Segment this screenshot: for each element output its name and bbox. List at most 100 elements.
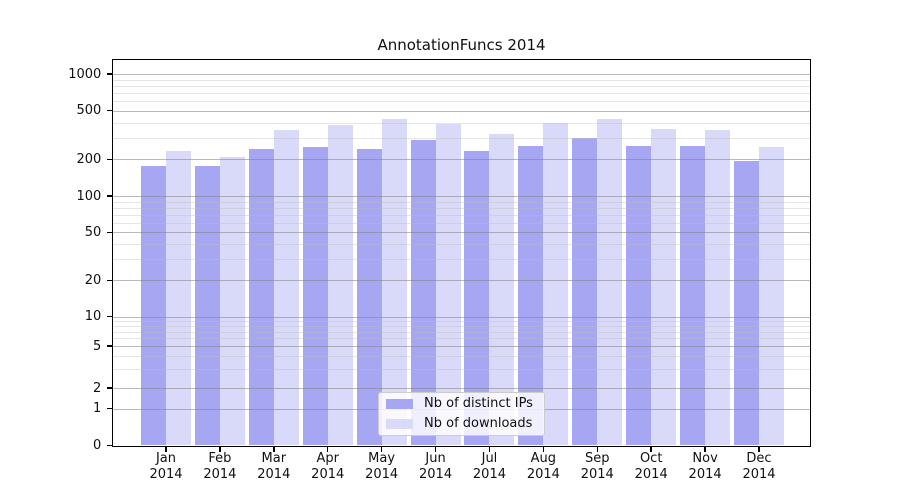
x-tick-label: Mar 2014 [257, 451, 291, 482]
x-tick-mark [219, 446, 221, 452]
y-tick-label: 20 [84, 272, 102, 288]
y-tick-mark [106, 158, 112, 160]
x-tick-mark [758, 446, 760, 452]
bar-nb-of-downloads-mar [273, 129, 299, 446]
x-tick-mark [273, 446, 275, 452]
legend-item: Nb of downloads [386, 416, 535, 431]
y-tick-mark [106, 316, 112, 318]
y-tick-label: 500 [76, 103, 102, 119]
legend-label: Nb of distinct IPs [424, 396, 533, 412]
x-tick-mark [650, 446, 652, 452]
minor-gridline [113, 85, 810, 87]
plot-area [113, 60, 810, 446]
minor-gridline [113, 137, 810, 139]
y-tick-mark [106, 231, 112, 234]
minor-gridline [113, 222, 810, 224]
chart-title: AnnotationFuncs 2014 [377, 36, 546, 54]
x-tick-mark [434, 446, 437, 452]
bar-nb-of-downloads-apr [327, 124, 353, 446]
x-tick-mark [165, 446, 167, 452]
x-tick-label: Jul 2014 [472, 451, 506, 482]
minor-gridline [113, 201, 810, 203]
x-tick-label: May 2014 [365, 451, 399, 482]
minor-gridline [113, 207, 810, 209]
major-gridline [113, 316, 810, 318]
x-tick-label: Jan 2014 [149, 451, 183, 482]
bar-nb-of-distinct-ips-may [356, 148, 382, 446]
minor-gridline [113, 356, 810, 358]
minor-gridline [113, 79, 810, 81]
minor-gridline [113, 369, 810, 371]
bar-nb-of-downloads-sep [597, 119, 623, 446]
bar-nb-of-distinct-ips-nov [680, 146, 706, 446]
y-tick-label: 1 [93, 401, 102, 417]
minor-gridline [113, 321, 810, 323]
y-tick-label: 10 [84, 309, 102, 325]
bar-nb-of-distinct-ips-oct [626, 146, 652, 446]
bar-nb-of-distinct-ips-jan [140, 166, 166, 446]
y-tick-label: 2 [93, 380, 102, 396]
major-gridline [113, 345, 810, 347]
minor-gridline [113, 338, 810, 340]
bar-nb-of-downloads-oct [651, 128, 677, 446]
y-tick-mark [106, 110, 112, 112]
y-tick-label: 50 [84, 224, 102, 240]
minor-gridline [113, 101, 810, 103]
legend: Nb of distinct IPs Nb of downloads [378, 392, 545, 436]
bar-nb-of-downloads-aug [543, 123, 569, 446]
bar-nb-of-downloads-feb [219, 156, 245, 446]
major-gridline [113, 110, 810, 112]
x-tick-label: Nov 2014 [688, 451, 722, 482]
bar-nb-of-downloads-may [381, 118, 407, 446]
bar-nb-of-distinct-ips-feb [194, 166, 220, 446]
y-tick-label: 1000 [68, 66, 102, 82]
y-tick-mark [106, 387, 112, 389]
x-tick-label: Feb 2014 [203, 451, 237, 482]
y-tick-mark [106, 345, 112, 347]
y-tick-label: 0 [93, 437, 102, 453]
minor-gridline [113, 244, 810, 246]
bar-nb-of-distinct-ips-apr [302, 147, 328, 446]
x-tick-mark [488, 446, 491, 452]
bar-nb-of-distinct-ips-sep [572, 137, 598, 446]
x-tick-label: Aug 2014 [526, 451, 560, 482]
x-tick-label: Jun 2014 [419, 451, 453, 482]
x-tick-label: Oct 2014 [634, 451, 668, 482]
major-gridline [113, 280, 810, 282]
bar-nb-of-distinct-ips-mar [248, 148, 274, 446]
y-tick-mark [106, 444, 112, 446]
y-tick-label: 5 [93, 338, 102, 354]
x-tick-mark [704, 446, 706, 452]
bar-nb-of-downloads-jun [435, 123, 461, 446]
bar-nb-of-downloads-jan [165, 150, 191, 446]
minor-gridline [113, 122, 810, 124]
legend-swatch-distinct-ips [386, 398, 413, 409]
x-tick-mark [327, 446, 329, 452]
y-tick-label: 200 [76, 151, 102, 167]
major-gridline [113, 159, 810, 161]
x-tick-label: Sep 2014 [580, 451, 614, 482]
bar-nb-of-downloads-dec [759, 147, 784, 446]
major-gridline [113, 387, 810, 389]
minor-gridline [113, 214, 810, 216]
x-tick-mark [596, 446, 598, 452]
y-tick-mark [106, 279, 112, 282]
major-gridline [113, 232, 810, 234]
minor-gridline [113, 331, 810, 333]
y-tick-mark [106, 195, 112, 197]
x-tick-label: Dec 2014 [742, 451, 776, 482]
major-gridline [113, 73, 810, 75]
minor-gridline [113, 326, 810, 328]
x-tick-mark [542, 446, 545, 452]
x-tick-mark [380, 446, 383, 452]
y-tick-mark [106, 408, 112, 410]
y-tick-label: 100 [76, 188, 102, 204]
legend-label: Nb of downloads [424, 416, 533, 432]
legend-swatch-downloads [386, 418, 413, 429]
bar-nb-of-distinct-ips-dec [734, 160, 759, 446]
bar-nb-of-downloads-nov [705, 129, 731, 446]
minor-gridline [113, 92, 810, 94]
x-tick-label: Apr 2014 [311, 451, 345, 482]
minor-gridline [113, 259, 810, 261]
